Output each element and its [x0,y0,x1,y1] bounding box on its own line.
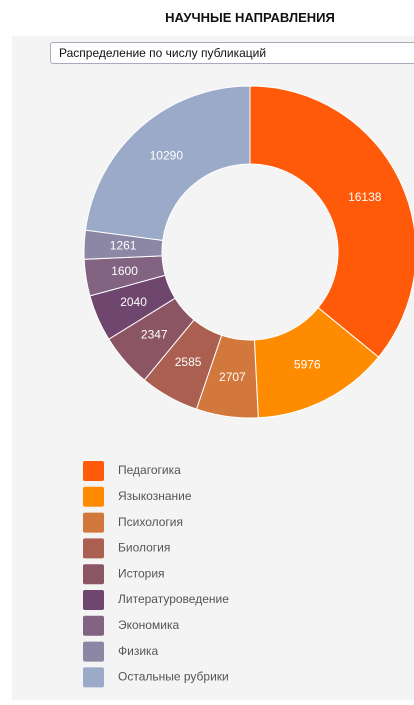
value-label: 1600 [111,264,138,278]
legend-swatch [83,486,104,507]
legend-label: Психология [118,515,183,529]
legend-swatch [83,512,104,533]
legend-label: История [118,566,165,580]
legend-label: Биология [118,541,170,555]
value-label: 1261 [110,239,137,253]
legend-swatch [83,564,104,585]
value-label: 5976 [294,358,321,372]
legend-label: Литературоведение [118,592,229,606]
chart-title: НАУЧНЫЕ НАПРАВЛЕНИЯ [165,10,335,25]
value-label: 16138 [348,190,382,204]
slice [249,85,414,358]
legend-swatch [83,461,104,481]
legend-label: Остальные рубрики [118,670,229,684]
legend-swatch [83,615,104,636]
legend-swatch [83,667,104,688]
legend-label: Физика [118,644,159,658]
legend-swatch [83,590,104,610]
slice [84,85,251,241]
legend-label: Экономика [118,618,179,632]
dropdown[interactable]: Распределение по числу публикаций [50,42,414,64]
value-label: 2040 [120,295,147,309]
legend-swatch [83,538,104,559]
value-label: 2585 [175,355,202,369]
value-label: 2707 [219,370,246,384]
legend-label: Языкознание [118,489,192,503]
value-label: 10290 [150,149,184,163]
legend-swatch [83,641,104,662]
value-label: 2347 [141,328,168,342]
legend-label: Педагогика [118,463,181,477]
